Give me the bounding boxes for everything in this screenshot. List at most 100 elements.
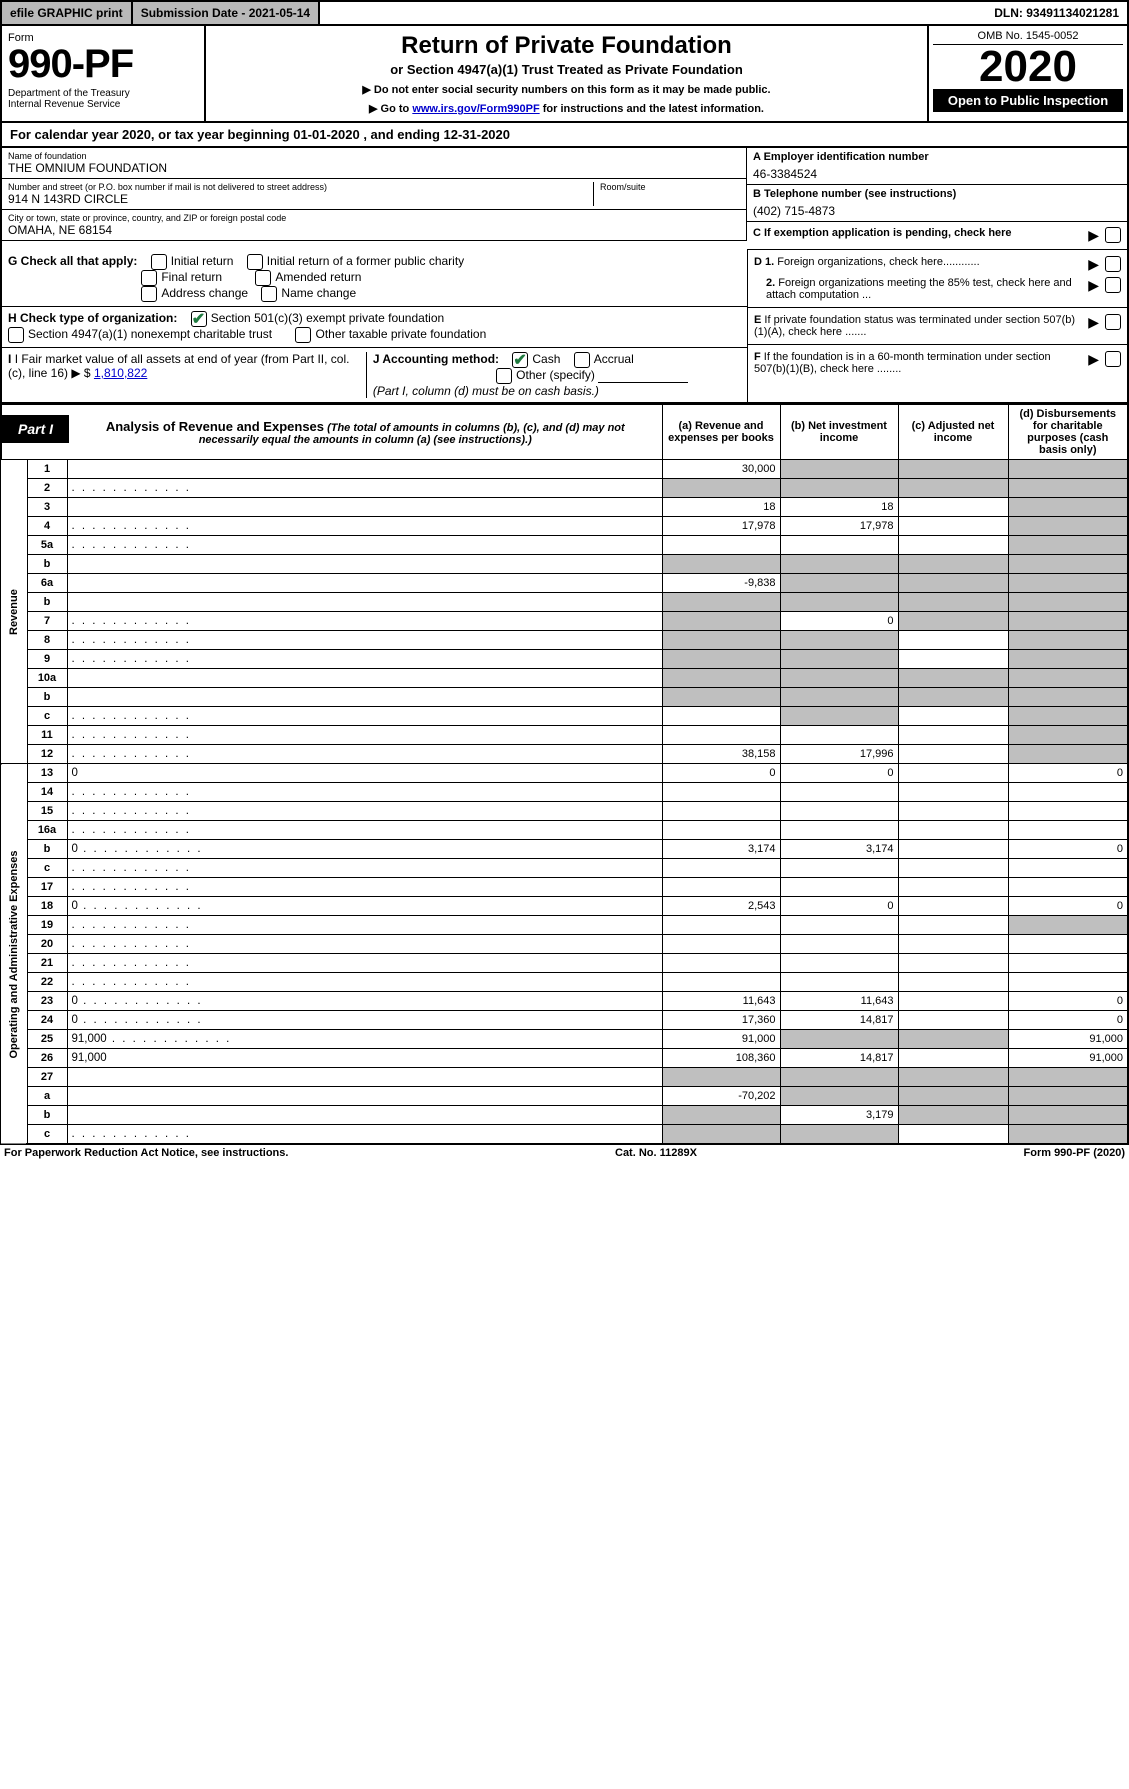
page-footer: For Paperwork Reduction Act Notice, see … [0, 1145, 1129, 1161]
d2-checkbox[interactable] [1105, 277, 1121, 293]
cell-col-c [898, 973, 1008, 992]
i-j-row: I I Fair market value of all assets at e… [2, 348, 747, 402]
d2-row: 2. Foreign organizations meeting the 85%… [754, 275, 1121, 303]
line-description: 0 [67, 1011, 662, 1030]
cell-col-d [1008, 498, 1128, 517]
cell-col-b [780, 726, 898, 745]
cell-col-d [1008, 612, 1128, 631]
cb-accrual[interactable] [574, 352, 590, 368]
table-row: c [1, 707, 1128, 726]
identity-block: Name of foundation THE OMNIUM FOUNDATION… [0, 148, 1129, 250]
arrow-icon: ▶ [1088, 227, 1099, 244]
cell-col-a [662, 916, 780, 935]
j-accrual: Accrual [594, 352, 634, 366]
cell-col-a: -9,838 [662, 574, 780, 593]
line-description [67, 935, 662, 954]
f-text: If the foundation is in a 60-month termi… [754, 351, 1051, 375]
cell-col-a: 91,000 [662, 1030, 780, 1049]
table-row: 5a [1, 536, 1128, 555]
c-checkbox[interactable] [1105, 227, 1121, 243]
cb-name-change[interactable] [261, 286, 277, 302]
cell-col-d [1008, 954, 1128, 973]
cell-col-c [898, 954, 1008, 973]
form-instr-1: ▶ Do not enter social security numbers o… [214, 83, 919, 96]
cell-col-d [1008, 669, 1128, 688]
cell-col-b [780, 783, 898, 802]
cell-col-b: 3,179 [780, 1106, 898, 1125]
phone-label: B Telephone number (see instructions) [753, 188, 1121, 200]
table-row: b [1, 555, 1128, 574]
cell-col-b [780, 859, 898, 878]
cell-col-b [780, 479, 898, 498]
checks-block: G Check all that apply: Initial return I… [0, 250, 1129, 404]
cell-col-d: 0 [1008, 764, 1128, 783]
foundation-name: THE OMNIUM FOUNDATION [8, 161, 740, 175]
table-row: 10a [1, 669, 1128, 688]
cb-501c3[interactable] [191, 311, 207, 327]
table-row: Revenue130,000 [1, 460, 1128, 479]
d1-text: Foreign organizations, check here.......… [777, 256, 979, 268]
cb-address-change[interactable] [141, 286, 157, 302]
cell-col-d [1008, 973, 1128, 992]
d2-text: Foreign organizations meeting the 85% te… [766, 277, 1072, 301]
cell-col-d [1008, 1068, 1128, 1087]
d1-row: D 1. Foreign organizations, check here..… [754, 254, 1121, 275]
cb-cash[interactable] [512, 352, 528, 368]
line-number: b [27, 688, 67, 707]
i-value-link[interactable]: 1,810,822 [94, 366, 147, 380]
cell-col-a [662, 593, 780, 612]
cell-col-d [1008, 631, 1128, 650]
instr2-post: for instructions and the latest informat… [540, 103, 764, 115]
room-label: Room/suite [600, 182, 740, 192]
efile-print-label[interactable]: efile GRAPHIC print [2, 2, 133, 24]
line-number: 18 [27, 897, 67, 916]
cell-col-b [780, 1125, 898, 1145]
e-checkbox[interactable] [1105, 314, 1121, 330]
g-opt-1: Initial return of a former public charit… [267, 254, 464, 268]
footer-right: Form 990-PF (2020) [1024, 1147, 1126, 1159]
part1-title: Analysis of Revenue and Expenses [106, 419, 324, 434]
line-number: 12 [27, 745, 67, 764]
phone-cell: B Telephone number (see instructions) (4… [747, 185, 1127, 222]
cell-col-b [780, 593, 898, 612]
cb-4947a1[interactable] [8, 327, 24, 343]
table-row: a-70,202 [1, 1087, 1128, 1106]
cb-amended-return[interactable] [255, 270, 271, 286]
address-cell: Number and street (or P.O. box number if… [2, 179, 747, 210]
cell-col-a: 17,360 [662, 1011, 780, 1030]
line-number: 14 [27, 783, 67, 802]
dept-treasury: Department of the Treasury Internal Reve… [8, 88, 198, 110]
line-number: 16a [27, 821, 67, 840]
cb-other-method[interactable] [496, 368, 512, 384]
col-d-head: (d) Disbursements for charitable purpose… [1008, 405, 1128, 460]
line-number: 13 [27, 764, 67, 783]
d1-checkbox[interactable] [1105, 256, 1121, 272]
cell-col-b: 18 [780, 498, 898, 517]
cell-col-c [898, 669, 1008, 688]
cell-col-c [898, 1125, 1008, 1145]
f-checkbox[interactable] [1105, 351, 1121, 367]
instr-link[interactable]: www.irs.gov/Form990PF [412, 103, 539, 115]
cell-col-d [1008, 555, 1128, 574]
table-row: 70 [1, 612, 1128, 631]
cell-col-d [1008, 460, 1128, 479]
cb-other-taxable[interactable] [295, 327, 311, 343]
line-description [67, 916, 662, 935]
topbar: efile GRAPHIC print Submission Date - 20… [0, 0, 1129, 26]
table-row: 21 [1, 954, 1128, 973]
header-left: Form 990-PF Department of the Treasury I… [2, 26, 206, 121]
cb-final-return[interactable] [141, 270, 157, 286]
cell-col-c [898, 460, 1008, 479]
cb-initial-return[interactable] [151, 254, 167, 270]
table-row: 14 [1, 783, 1128, 802]
table-row: b [1, 593, 1128, 612]
cell-col-b: 0 [780, 897, 898, 916]
line-number: 3 [27, 498, 67, 517]
cb-initial-former[interactable] [247, 254, 263, 270]
exemption-pending-cell: C If exemption application is pending, c… [747, 222, 1127, 250]
j-note: (Part I, column (d) must be on cash basi… [373, 384, 741, 398]
other-specify-blank[interactable] [598, 370, 688, 383]
cell-col-d [1008, 688, 1128, 707]
phone-value: (402) 715-4873 [753, 200, 1121, 218]
ein-label: A Employer identification number [753, 151, 1121, 163]
